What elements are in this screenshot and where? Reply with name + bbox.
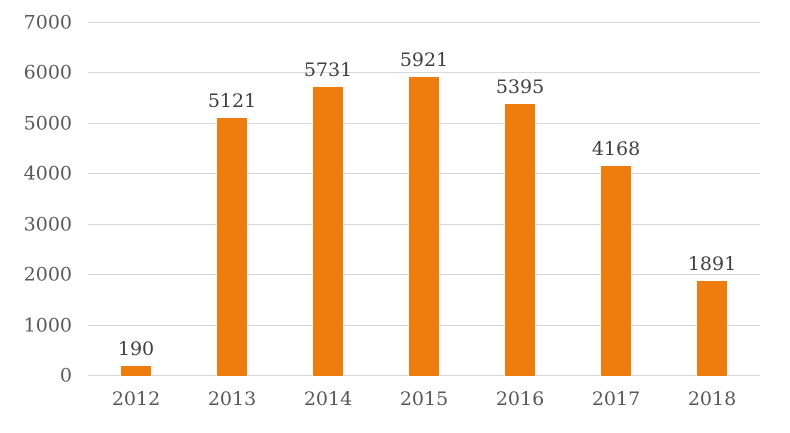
y-tick-label: 7000 xyxy=(23,11,72,34)
bar-column: 190 xyxy=(88,23,184,376)
bar xyxy=(217,117,247,376)
y-tick-label: 1000 xyxy=(23,314,72,337)
bar-value-label: 5395 xyxy=(495,75,545,98)
bar-value-label: 1891 xyxy=(687,252,737,275)
y-tick-label: 6000 xyxy=(23,61,72,84)
x-tick-label: 2016 xyxy=(495,388,545,410)
x-tick-label: 2012 xyxy=(111,388,161,410)
bar-value-label: 5731 xyxy=(303,59,353,81)
y-tick-label: 5000 xyxy=(23,112,72,135)
bar xyxy=(505,103,535,376)
bar xyxy=(601,165,631,376)
bar-value-label: 4168 xyxy=(591,137,641,160)
bar-column: 1891 xyxy=(664,23,760,376)
y-tick-label: 2000 xyxy=(23,263,72,286)
x-axis: 2012 2013 2014 2015 2016 2017 2018 xyxy=(88,390,760,409)
y-tick-label: 0 xyxy=(59,364,72,387)
bar-value-label: 5921 xyxy=(399,49,449,72)
bars-container: 190 5121 5731 5921 5395 4168 1891 xyxy=(88,23,760,376)
x-tick-label: 2017 xyxy=(591,388,641,410)
bar-column: 5921 xyxy=(376,23,472,376)
bar-column: 4168 xyxy=(568,23,664,376)
bar xyxy=(313,87,343,376)
x-tick-label: 2018 xyxy=(687,388,737,410)
y-tick-label: 4000 xyxy=(23,162,72,185)
bar-column: 5121 xyxy=(184,23,280,376)
bar-value-label: 190 xyxy=(117,338,155,361)
bar-value-label: 5121 xyxy=(207,89,257,112)
gridline xyxy=(88,22,760,23)
gridline xyxy=(88,72,760,74)
bar-column: 5395 xyxy=(472,23,568,376)
x-tick-label: 2013 xyxy=(207,388,257,410)
bar xyxy=(409,77,439,376)
bar xyxy=(697,280,727,376)
x-tick-label: 2014 xyxy=(303,388,353,410)
y-axis: 0 1000 2000 3000 4000 5000 6000 7000 xyxy=(0,13,72,385)
x-tick-label: 2015 xyxy=(399,388,449,410)
bar xyxy=(121,366,151,376)
plot-area: 190 5121 5731 5921 5395 4168 1891 xyxy=(88,22,760,376)
bar-column: 5731 xyxy=(280,23,376,376)
y-tick-label: 3000 xyxy=(23,213,72,236)
